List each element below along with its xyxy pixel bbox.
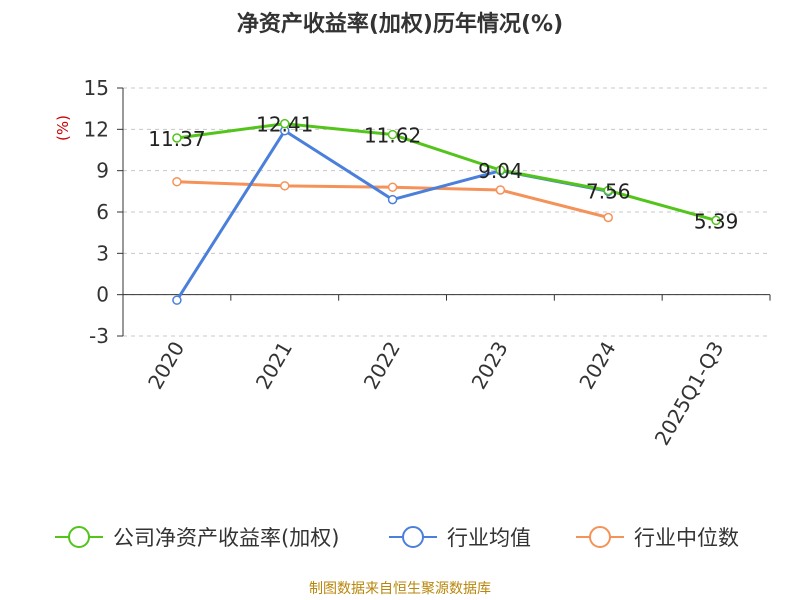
series-layer [172, 118, 721, 305]
data-point [495, 185, 506, 195]
y-tick-label: 12 [84, 117, 109, 141]
y-tick-label: 3 [96, 241, 109, 265]
data-point [711, 215, 721, 226]
x-tick-label: 2023 [467, 337, 513, 393]
y-tick-label: 6 [96, 200, 109, 224]
x-tick-label: 2020 [143, 337, 189, 393]
data-point [387, 194, 398, 205]
series-line [176, 122, 717, 222]
legend-label: 公司净资产收益率(加权) [113, 526, 339, 550]
y-axis-label: (%) [54, 115, 72, 141]
data-label: 9.04 [478, 159, 523, 183]
data-point [387, 129, 398, 140]
source-footnote: 制图数据来自恒生聚源数据库 [309, 581, 491, 597]
series-line [175, 129, 609, 301]
y-tick-label: 9 [96, 159, 109, 183]
data-label: 12.41 [256, 113, 313, 137]
legend-label: 行业中位数 [634, 526, 739, 550]
data-point [603, 185, 613, 196]
y-tick-label: 15 [84, 76, 109, 100]
legend-marker [68, 526, 90, 548]
data-point [172, 133, 182, 143]
data-label: 11.62 [364, 124, 421, 148]
x-tick-label: 2025Q1-Q3 [650, 337, 729, 449]
legend-label: 行业均值 [447, 526, 531, 550]
data-point [280, 181, 290, 191]
data-point [172, 176, 182, 187]
x-tick-label: 2024 [574, 337, 620, 393]
data-point [172, 295, 182, 305]
chart-title: 净资产收益率(加权)历年情况(%) [236, 12, 564, 37]
data-point [495, 165, 506, 175]
data-label: 7.56 [586, 180, 631, 204]
y-tick-label: 0 [96, 283, 109, 307]
data-point [387, 182, 398, 192]
data-point [280, 118, 290, 129]
legend-marker [402, 526, 424, 548]
legend: 公司净资产收益率(加权) 行业均值 行业中位数 [55, 526, 739, 550]
data-label: 5.39 [694, 209, 739, 233]
y-tick-label: -3 [89, 324, 109, 348]
data-point [603, 212, 613, 223]
x-tick-label: 2022 [359, 337, 405, 393]
data-label: 11.37 [148, 127, 205, 151]
legend-marker [589, 526, 611, 548]
x-tick-label: 2021 [251, 337, 297, 393]
label-layer: 11.37 12.41 11.62 9.04 7.56 5.39 [148, 113, 738, 234]
